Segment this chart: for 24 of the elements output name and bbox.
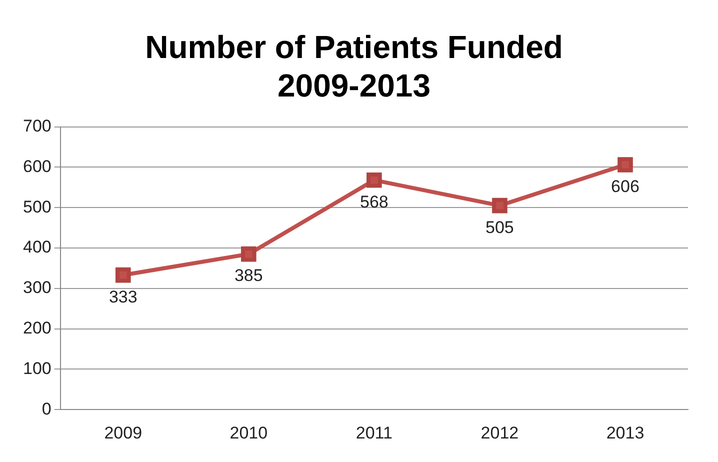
data-label: 568 — [360, 192, 388, 212]
x-tick-label: 2010 — [230, 423, 268, 442]
point — [492, 198, 508, 214]
data-label: 385 — [234, 266, 263, 286]
x-tick-label: 2012 — [480, 423, 519, 442]
x-tick-label: 2013 — [606, 423, 644, 442]
y-tick-label: 700 — [22, 116, 52, 136]
y-tick-label: 400 — [22, 238, 52, 257]
x-tick-label: 2009 — [104, 423, 142, 442]
data-label: 505 — [486, 218, 514, 237]
y-tick-label: 600 — [22, 156, 52, 176]
y-tick-label: 200 — [22, 318, 52, 338]
point — [366, 172, 382, 188]
y-tick-label: 0 — [42, 399, 52, 418]
chart-title: Number of Patients Funded 2009-2013 — [145, 29, 563, 104]
data-label: 606 — [611, 176, 640, 196]
x-tick-label: 2011 — [356, 423, 392, 442]
data-label: 333 — [108, 287, 138, 306]
y-tick-label: 100 — [22, 358, 52, 378]
point — [241, 246, 256, 262]
y-tick-label: 300 — [22, 278, 52, 298]
point — [618, 157, 633, 172]
point — [115, 267, 131, 283]
y-tick-label: 500 — [22, 197, 52, 216]
